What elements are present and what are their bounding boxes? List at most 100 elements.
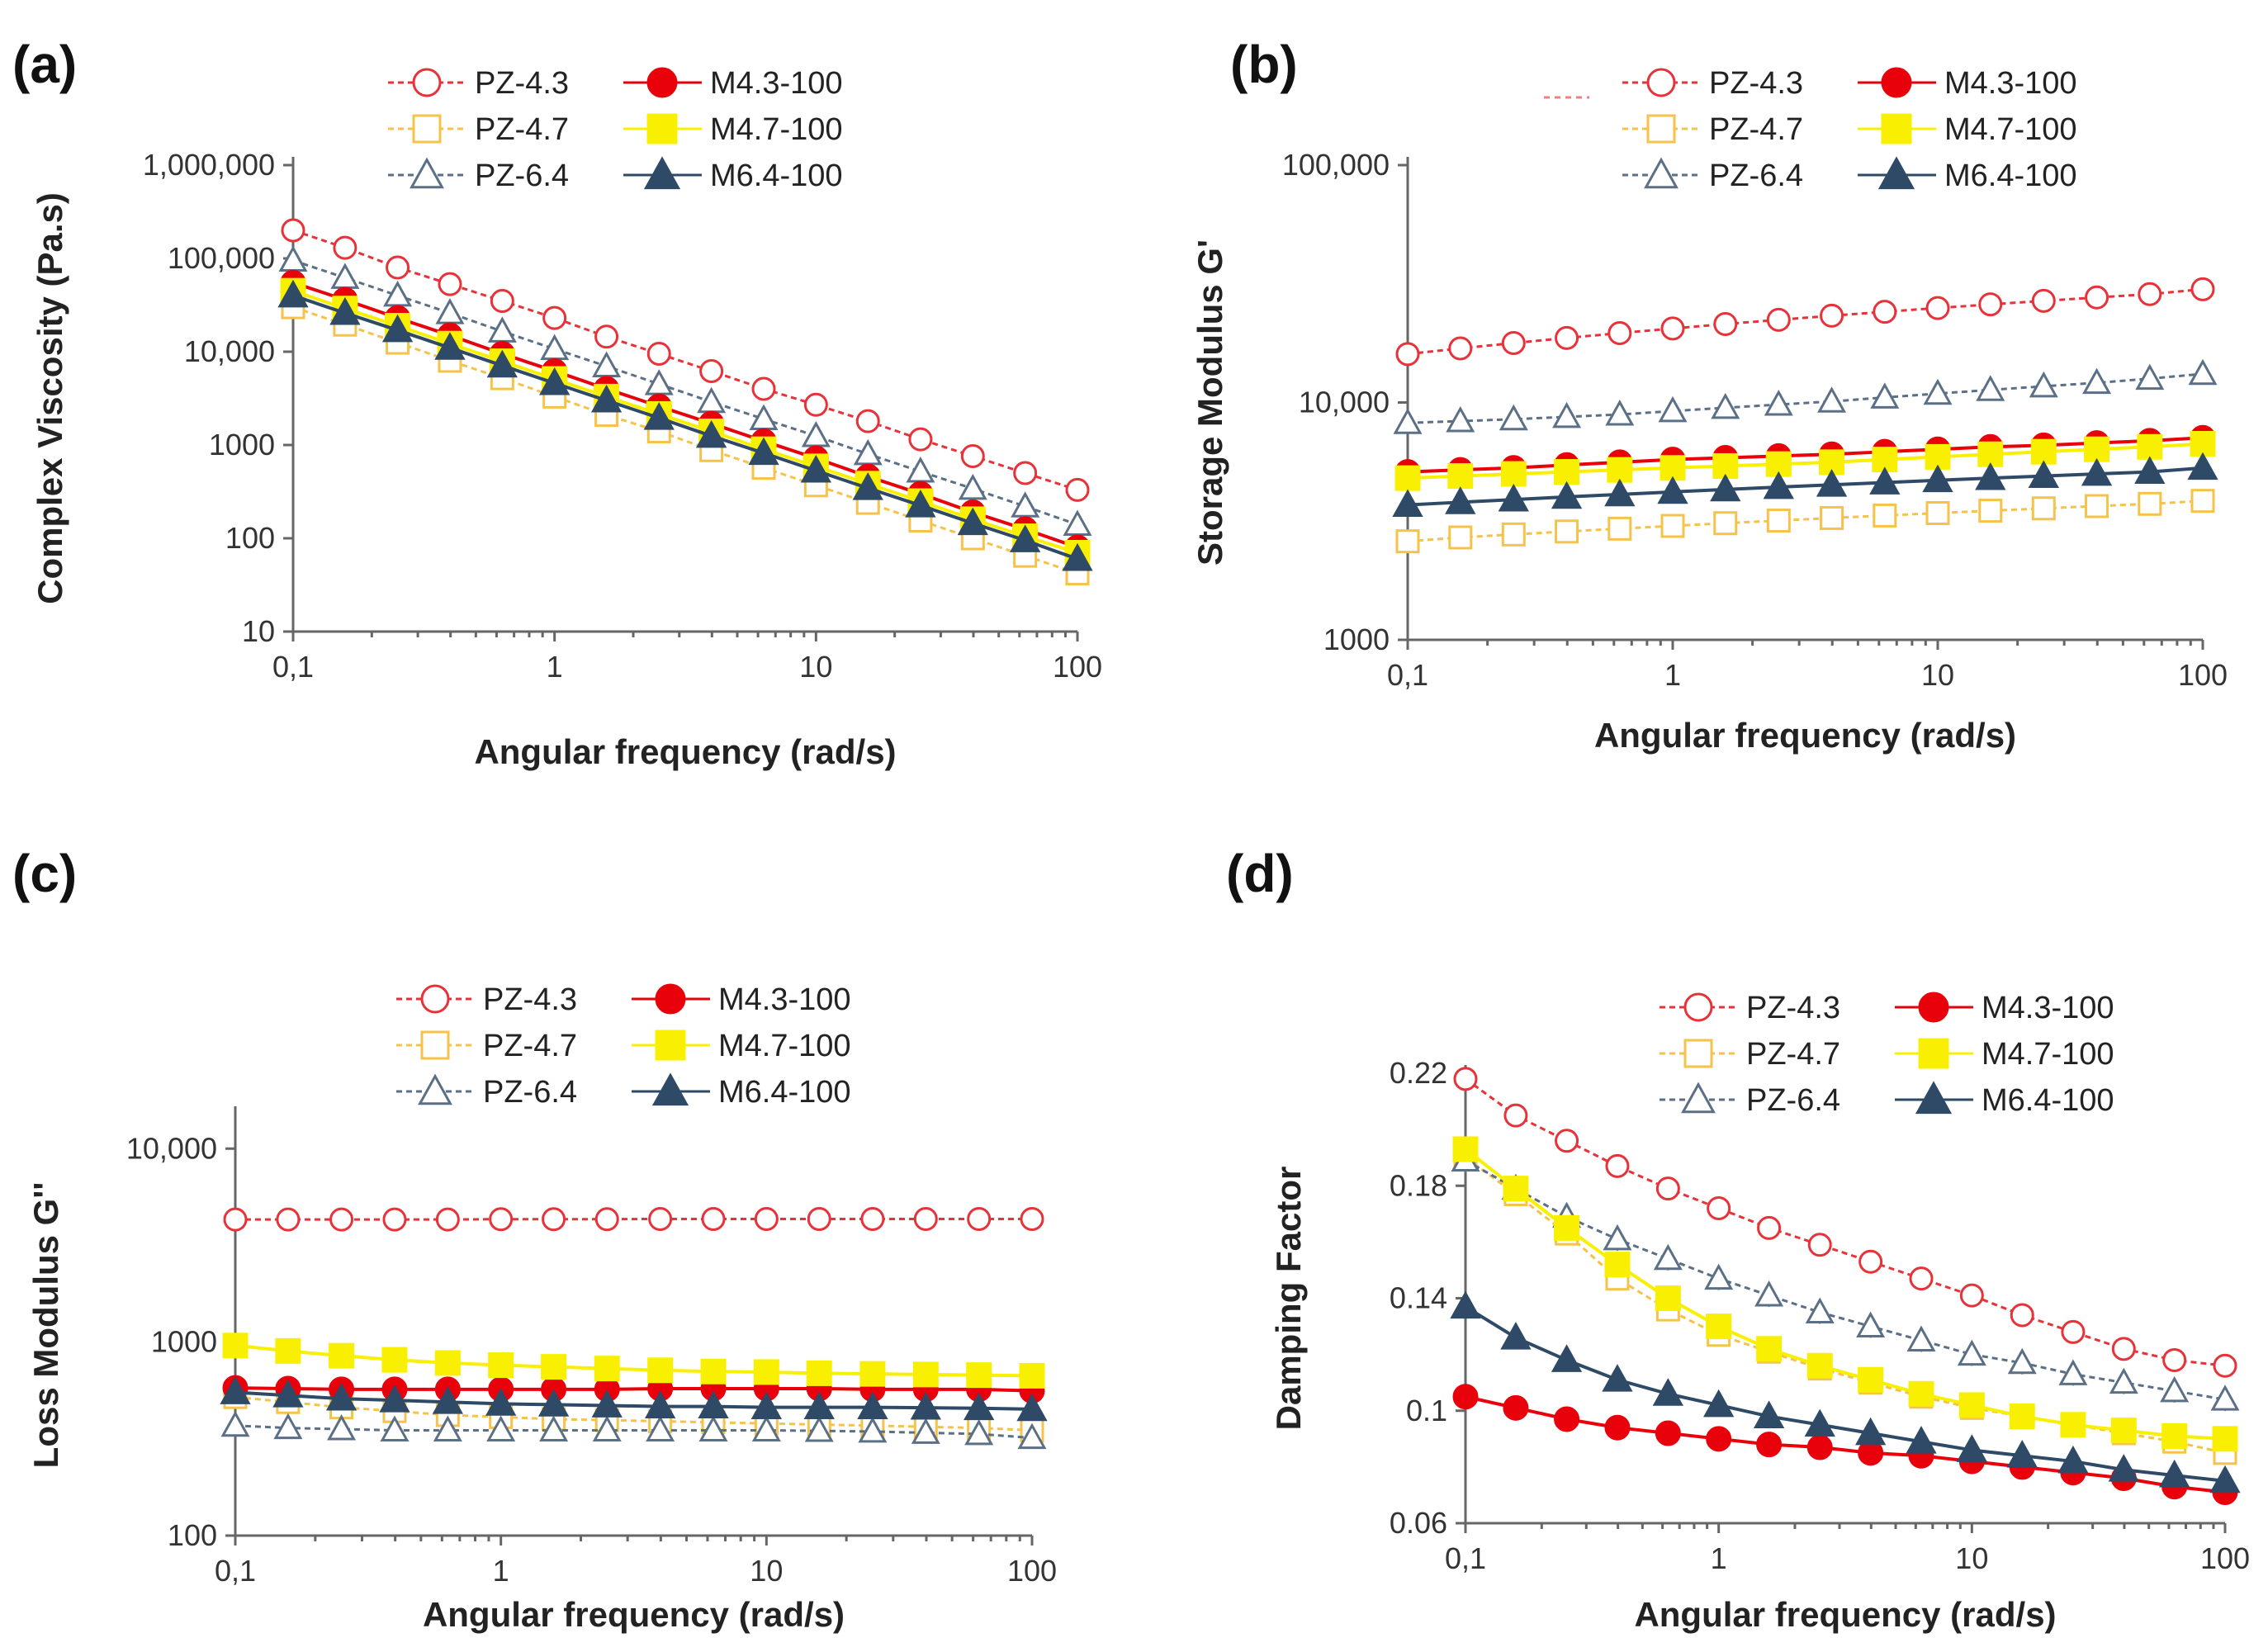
data-point — [1011, 491, 1040, 518]
data-point — [1655, 1420, 1681, 1446]
data-point — [1607, 320, 1632, 345]
data-point — [2161, 1422, 2188, 1449]
legend-entry-label: PZ-4.7 — [1746, 1037, 1840, 1072]
series-line — [234, 1390, 1033, 1411]
data-point — [1873, 503, 1897, 528]
data-point — [2162, 1347, 2187, 1372]
legend-entry-label: M4.7-100 — [1944, 112, 2077, 147]
legend-entry-label: M4.3-100 — [1944, 66, 2077, 101]
data-point — [644, 1390, 676, 1418]
legend-entry-label: PZ-4.7 — [1709, 112, 1803, 147]
x-tick-label: 1 — [493, 1554, 509, 1588]
data-point — [643, 402, 675, 430]
data-point — [695, 419, 727, 448]
data-point — [542, 305, 567, 330]
data-point — [379, 1384, 410, 1413]
series-line — [1407, 466, 2204, 507]
data-point — [1555, 325, 1579, 350]
data-point — [1013, 461, 1038, 485]
data-point — [594, 324, 619, 349]
data-point — [1754, 1280, 1784, 1307]
x-tick-label: 0,1 — [1445, 1541, 1486, 1575]
data-point — [1660, 514, 1685, 538]
data-point — [2111, 1337, 2136, 1361]
data-point — [2007, 1347, 2037, 1375]
data-point — [1816, 469, 1848, 497]
data-point — [1010, 524, 1041, 552]
data-point — [967, 1206, 992, 1231]
data-point — [1503, 1103, 1528, 1128]
legend-entry-label: M4.3-100 — [718, 982, 851, 1017]
data-point — [590, 384, 623, 413]
data-point — [1958, 1392, 1985, 1418]
y-tick-label: 0.14 — [1390, 1281, 1447, 1315]
data-point — [966, 1362, 992, 1389]
legend-swatch-marker — [655, 983, 686, 1015]
data-point — [1604, 478, 1636, 507]
data-point — [964, 1392, 995, 1421]
series-m4-7-100 — [222, 1332, 1045, 1389]
data-point — [2190, 431, 2216, 457]
x-tick-label: 1 — [1711, 1541, 1727, 1575]
data-point — [852, 472, 883, 500]
legend-swatch-marker — [646, 113, 678, 144]
data-point — [1817, 386, 1847, 413]
data-point — [749, 404, 779, 430]
data-point — [2085, 494, 2109, 518]
y-tick-label: 1000 — [151, 1325, 217, 1359]
data-point — [2109, 1367, 2138, 1394]
legend-swatch-marker — [1881, 113, 1912, 144]
data-point — [857, 1391, 888, 1420]
data-point — [380, 1415, 410, 1441]
data-point — [1605, 400, 1635, 426]
data-point — [648, 1206, 673, 1231]
legend-swatch-marker — [1646, 68, 1676, 97]
y-tick-label: 0.18 — [1390, 1168, 1447, 1202]
data-point — [751, 1415, 781, 1441]
data-point — [905, 490, 936, 518]
y-tick-label: 100 — [168, 1518, 217, 1552]
data-point — [801, 421, 831, 447]
data-point — [433, 1415, 462, 1441]
data-point — [2058, 1359, 2088, 1385]
series-m6-4-100 — [277, 279, 1093, 571]
x-tick-label: 0,1 — [1387, 658, 1428, 692]
data-point — [1978, 292, 2003, 317]
data-point — [382, 1207, 407, 1232]
data-point — [488, 1352, 514, 1379]
data-point — [1500, 461, 1527, 487]
data-point — [1713, 511, 1738, 536]
data-point — [386, 255, 410, 280]
data-point — [957, 507, 988, 536]
data-point — [1707, 1196, 1731, 1220]
data-point — [329, 296, 361, 325]
data-point — [1766, 307, 1791, 332]
y-tick-label: 0.22 — [1390, 1056, 1447, 1090]
data-point — [908, 427, 933, 452]
legend-swatch-marker — [643, 156, 681, 190]
data-point — [1554, 459, 1580, 485]
y-tick-label: 100 — [225, 521, 275, 555]
legend-swatch-marker — [412, 114, 442, 144]
series-line — [292, 294, 1078, 561]
series-pz-4-3 — [1395, 277, 2215, 367]
legend-swatch-marker — [412, 68, 442, 97]
y-tick-label: 1000 — [1323, 622, 1390, 656]
data-point — [594, 1356, 620, 1382]
x-axis-title: Angular frequency (rad/s) — [423, 1595, 845, 1634]
legend: PZ-4.3 M4.3-100 PZ-4.7 M4.7-100 PZ-6.4 M6.4-1… — [396, 982, 851, 1110]
data-point — [540, 334, 570, 361]
data-point — [2135, 363, 2165, 391]
data-point — [2190, 277, 2215, 301]
data-point — [1870, 382, 1900, 409]
legend-swatch-marker — [1918, 992, 1949, 1023]
data-point — [432, 1386, 463, 1414]
series-line — [1464, 1305, 2226, 1483]
data-point — [1554, 1406, 1580, 1432]
data-point — [487, 316, 517, 343]
series-line — [1407, 372, 2204, 424]
data-point — [697, 386, 727, 414]
data-point — [1753, 1400, 1785, 1428]
data-point — [1503, 1176, 1529, 1202]
data-point — [1655, 1285, 1681, 1311]
